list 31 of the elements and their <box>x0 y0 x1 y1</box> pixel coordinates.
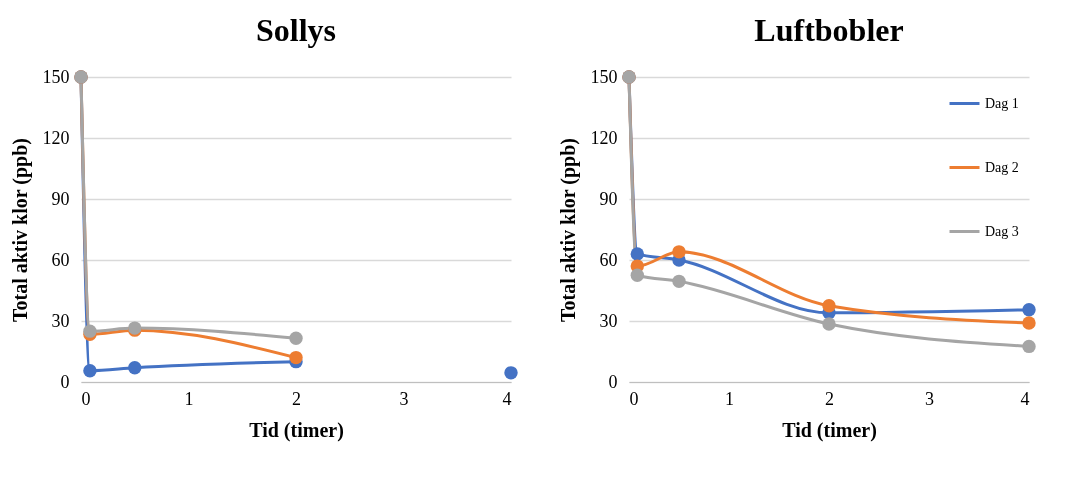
x-tick-label: 1 <box>725 388 734 409</box>
y-tick-label: 90 <box>599 188 618 209</box>
y-tick-label: 150 <box>590 66 618 87</box>
y-tick-label: 30 <box>599 310 618 331</box>
x-tick-label: 4 <box>502 388 512 409</box>
y-axis-title: Total aktiv klor (ppb) <box>556 138 580 322</box>
chart-title: Sollys <box>255 12 337 48</box>
y-tick-label: 0 <box>608 371 618 392</box>
legend-label: Dag 3 <box>985 223 1019 239</box>
x-axis-title: Tid (timer) <box>782 418 877 442</box>
y-tick-label: 120 <box>42 127 70 148</box>
chart-title: Luftbobler <box>754 12 904 48</box>
x-tick-label: 2 <box>825 388 834 409</box>
y-tick-label: 120 <box>590 127 618 148</box>
x-tick-label: 3 <box>399 388 409 409</box>
x-tick-label: 3 <box>925 388 934 409</box>
y-tick-label: 60 <box>599 249 618 270</box>
x-tick-label: 2 <box>292 388 301 409</box>
x-tick-label: 1 <box>184 388 194 409</box>
y-tick-label: 60 <box>51 249 70 270</box>
y-tick-label: 0 <box>60 371 70 392</box>
legend-label: Dag 2 <box>985 159 1019 175</box>
y-tick-label: 30 <box>51 310 70 331</box>
y-axis-title: Total aktiv klor (ppb) <box>8 138 32 322</box>
x-tick-label: 0 <box>629 388 639 409</box>
y-tick-label: 150 <box>42 66 70 87</box>
x-tick-label: 0 <box>81 388 91 409</box>
x-axis-title: Tid (timer) <box>249 418 344 442</box>
x-tick-label: 4 <box>1020 388 1030 409</box>
y-tick-label: 90 <box>51 188 70 209</box>
legend-label: Dag 1 <box>985 95 1019 111</box>
